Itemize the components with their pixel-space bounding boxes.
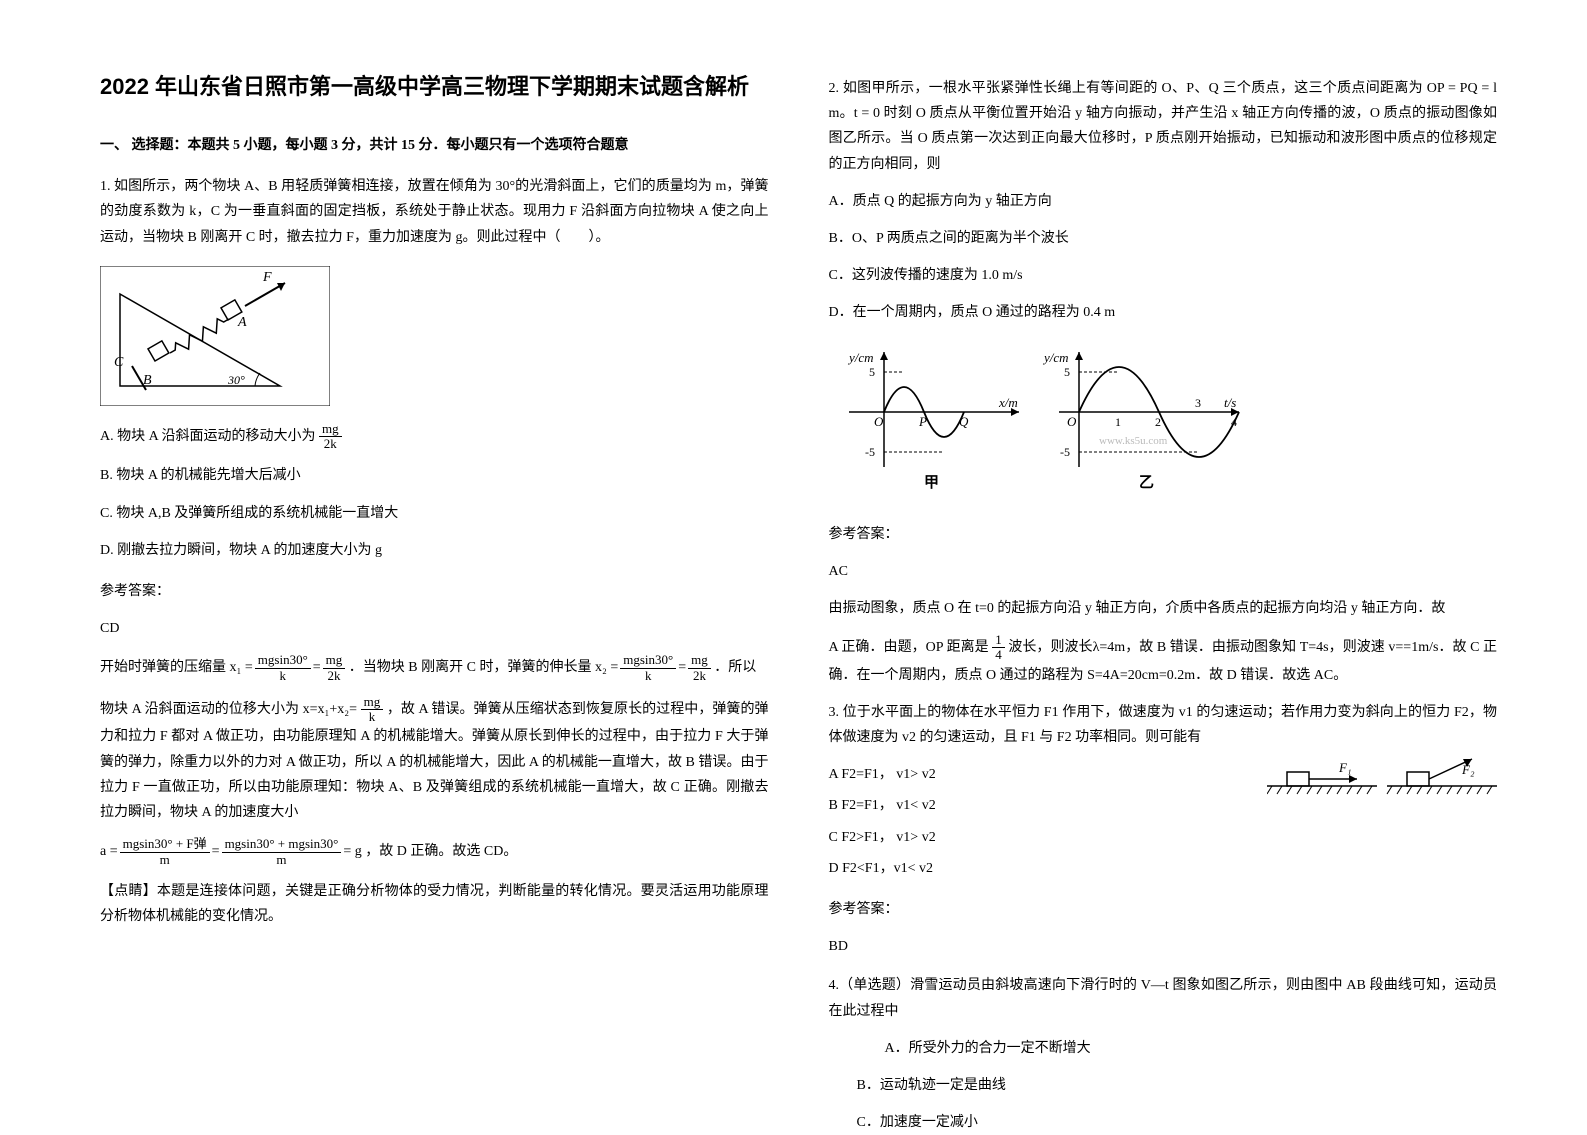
label-C: C [114,355,124,370]
d: k [361,710,384,724]
label-A: A [237,315,247,330]
q2-optD: D．在一个周期内，质点 O 通过的路程为 0.4 m [829,300,1498,325]
n: mgsin30° + mgsin30° [222,837,342,852]
eq: = [678,655,686,680]
section-heading: 一、 选择题：本题共 5 小题，每小题 3 分，共计 15 分．每小题只有一个选… [100,133,769,158]
q1-optA: A. 物块 A 沿斜面运动的移动大小为 mg2k [100,422,769,452]
O2: O [1067,414,1077,429]
q2-expl-b: A 正确．由题，OP 距离是 14 波长，则波长λ=4m，故 B 错误．由振动图… [829,633,1498,688]
q1-expl-2: 物块 A 沿斜面运动的位移大小为 x=x₁+x₂= mgk ，故 A 错误。弹簧… [100,695,769,825]
x2: x₂ = [595,655,618,680]
left-column: 2022 年山东省日照市第一高级中学高三物理下学期期末试题含解析 一、 选择题：… [100,70,769,1082]
frac-num: mg [319,422,342,437]
P: P [918,414,927,429]
neg5b: -5 [1060,445,1070,459]
d: k [255,669,311,683]
label-B: B [143,373,152,388]
q3-stem: 3. 位于水平面上的物体在水平恒力 F1 作用下，做速度为 v1 的匀速运动；若… [829,700,1498,750]
label-F: F [262,270,272,285]
tail: = g [343,839,361,864]
q2-answer-label: 参考答案： [829,522,1498,547]
q2-answer: AC [829,559,1498,584]
five2: 5 [1064,365,1070,379]
q3-optB: B F2=F1， v1< v2 [829,793,1248,818]
d: 2k [323,669,346,683]
q3-optC: C F2>F1， v1> v2 [829,825,1248,850]
t2: 2 [1155,415,1161,429]
yi: 乙 [1139,475,1154,491]
n: mg [688,653,711,668]
q1-expl-1: 开始时弹簧的压缩量 x₁ = mgsin30°k = mg2k ．当物块 B 刚… [100,653,769,683]
n: mg [323,653,346,668]
q1-expl-3: a = mgsin30° + F弹m = mgsin30° + mgsin30°… [100,837,769,867]
q2-figure: y/cm x/m 5 -5 O P Q 甲 y/cm [829,342,1498,502]
text: ，故 D 正确。故选 CD。 [365,844,517,859]
q4-optB: B．运动轨迹一定是曲线 [829,1073,1498,1098]
q2-optB: B．O、P 两质点之间的距离为半个波长 [829,226,1498,251]
n: mgsin30° [620,653,676,668]
text: ．当物块 B 刚离开 C 时，弹簧的伸长量 [349,660,592,675]
q1-optD: D. 刚撤去拉力瞬间，物块 A 的加速度大小为 g [100,538,769,563]
neg5: -5 [865,445,875,459]
q1-optB: B. 物块 A 的机械能先增大后减小 [100,463,769,488]
q2-optC: C．这列波传播的速度为 1.0 m/s [829,263,1498,288]
y-label: y/cm [847,350,874,365]
frac-den: 2k [319,437,342,451]
d: 4 [992,648,1005,662]
q4-optC: C．加速度一定减小 [829,1110,1498,1135]
n: mgsin30° + F弹 [120,837,210,852]
exam-title: 2022 年山东省日照市第一高级中学高三物理下学期期末试题含解析 [100,70,769,103]
text: 开始时弹簧的压缩量 [100,660,226,675]
y-label2: y/cm [1042,350,1069,365]
q2-expl-a: 由振动图象，质点 O 在 t=0 的起振方向沿 y 轴正方向，介质中各质点的起振… [829,596,1498,621]
five: 5 [869,365,875,379]
eq: = [313,655,321,680]
q3-optD: D F2<F1，v1< v2 [829,856,1248,881]
text: ，故 A 错误。弹簧从压缩状态到恢复原长的过程中，弹簧的弹力和拉力 F 都对 A… [100,702,769,820]
q2-stem: 2. 如图甲所示，一根水平张紧弹性长绳上有等间距的 O、P、Q 三个质点，这三个… [829,76,1498,177]
n: 1 [992,633,1005,648]
eq: = [212,839,220,864]
q3-figure: F₁ F₂ [1267,756,1497,806]
n: mg [361,695,384,710]
q4-optA: A．所受外力的合力一定不断增大 [829,1036,1498,1061]
O: O [874,414,884,429]
q1-optA-prefix: A. 物块 A 沿斜面运动的移动大小为 [100,429,315,444]
q1-figure: 30° C B A F [100,266,769,406]
d: m [222,853,342,867]
F2-label: F₂ [1461,762,1475,777]
q3-answer-label: 参考答案： [829,897,1498,922]
angle-label: 30° [227,373,245,387]
x1: x₁ = [230,655,253,680]
q4-stem: 4.（单选题）滑雪运动员由斜坡高速向下滑行时的 V—t 图象如图乙所示，则由图中… [829,973,1498,1023]
q1-answer: CD [100,616,769,641]
x-label: x/m [998,395,1018,410]
q3-optA: A F2=F1， v1> v2 [829,762,1248,787]
q2-optA: A．质点 Q 的起振方向为 y 轴正方向 [829,189,1498,214]
right-column: 2. 如图甲所示，一根水平张紧弹性长绳上有等间距的 O、P、Q 三个质点，这三个… [829,70,1498,1082]
t3: 3 [1195,396,1201,410]
jia: 甲 [924,474,939,491]
t1: 1 [1115,415,1121,429]
Q: Q [959,414,969,429]
watermark: www.ks5u.com [1099,435,1168,447]
F1-label: F₁ [1338,760,1351,775]
n: mgsin30° [255,653,311,668]
t4: 4 [1231,415,1237,429]
text: ．所以 [714,660,756,675]
q3-answer: BD [829,934,1498,959]
d: 2k [688,669,711,683]
d: m [120,853,210,867]
d: k [620,669,676,683]
a-eq: a = [100,839,118,864]
text: A 正确．由题，OP 距离是 [829,640,989,655]
q1-stem: 1. 如图所示，两个物块 A、B 用轻质弹簧相连接，放置在倾角为 30°的光滑斜… [100,174,769,250]
q1-optC: C. 物块 A,B 及弹簧所组成的系统机械能一直增大 [100,501,769,526]
q1-expl-4: 【点睛】本题是连接体问题，关键是正确分析物体的受力情况，判断能量的转化情况。要灵… [100,879,769,929]
q1-answer-label: 参考答案： [100,579,769,604]
text: 物块 A 沿斜面运动的位移大小为 x=x₁+x₂= [100,702,357,717]
t-label: t/s [1224,395,1236,410]
